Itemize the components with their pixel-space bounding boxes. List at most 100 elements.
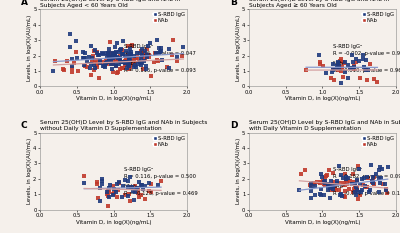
Point (146, 55, 152, 58)
Point (377, 165, 384, 169)
Point (332, 186, 338, 189)
Point (68, 57, 75, 61)
Point (90, 68, 97, 72)
Point (370, 175, 377, 179)
Point (115, 56, 121, 60)
Point (124, 60, 131, 63)
Point (116, 50, 122, 54)
Point (135, 192, 141, 195)
Point (92, 66, 98, 69)
Point (110, 70, 116, 74)
Point (351, 180, 358, 184)
Point (352, 60, 359, 63)
Point (81, 56, 88, 60)
X-axis label: Vitamin D, in log(X)(ng/mL): Vitamin D, in log(X)(ng/mL) (76, 219, 151, 225)
Point (350, 190, 356, 194)
Point (166, 67, 173, 70)
Legend: S-RBD IgG, NAb: S-RBD IgG, NAb (361, 134, 395, 148)
Point (361, 65, 367, 69)
Point (106, 190, 112, 194)
Point (132, 63, 138, 67)
Point (346, 179, 353, 183)
Point (72, 40, 79, 43)
Point (116, 182, 122, 185)
Point (94, 182, 100, 186)
Point (154, 58, 160, 62)
Point (139, 52, 145, 56)
Point (341, 194, 348, 198)
Point (134, 62, 141, 66)
Point (106, 51, 112, 54)
Point (383, 188, 389, 192)
Point (130, 189, 136, 193)
Point (322, 176, 329, 179)
Point (352, 182, 358, 186)
Point (132, 184, 138, 187)
Point (126, 53, 132, 57)
Point (296, 188, 303, 192)
Point (330, 62, 336, 66)
Text: B: B (230, 0, 237, 7)
Point (123, 60, 129, 64)
Point (329, 182, 335, 186)
Point (119, 48, 126, 51)
Point (338, 69, 344, 73)
Point (120, 60, 126, 64)
Point (338, 67, 345, 71)
Point (360, 58, 366, 61)
Point (94, 62, 100, 66)
Text: S-RBD IgGᵃ
R = 0.182, p-value = 0.099: S-RBD IgGᵃ R = 0.182, p-value = 0.099 (333, 167, 400, 179)
Point (169, 38, 176, 42)
Point (130, 60, 137, 64)
Y-axis label: Levels, in log(X)(AU/mL): Levels, in log(X)(AU/mL) (236, 15, 241, 81)
Point (98, 182, 105, 186)
Point (366, 190, 372, 194)
Point (118, 195, 125, 199)
Point (351, 187, 358, 191)
Point (325, 183, 331, 187)
Point (314, 181, 320, 184)
Point (338, 173, 345, 177)
Point (317, 192, 323, 196)
Point (145, 44, 151, 48)
Point (349, 182, 355, 186)
Text: Serum 25(OH)D Level by S-RBD IgG and NAb in Subjects
with Daily Vitamin D Supple: Serum 25(OH)D Level by S-RBD IgG and NAb… (249, 120, 400, 131)
Point (308, 181, 315, 185)
Point (88, 62, 94, 66)
Point (312, 193, 318, 197)
Point (343, 175, 349, 179)
Point (126, 54, 132, 58)
Point (330, 68, 336, 72)
Point (103, 61, 110, 65)
Point (105, 51, 111, 55)
Point (180, 46, 187, 49)
Point (335, 188, 342, 192)
Point (336, 181, 343, 185)
Point (133, 187, 140, 190)
Point (80, 50, 86, 54)
Point (123, 56, 129, 60)
Point (322, 181, 328, 185)
Point (112, 45, 118, 49)
Point (342, 183, 348, 187)
Point (113, 190, 120, 193)
Point (132, 61, 138, 65)
Point (89, 56, 96, 60)
Point (355, 164, 362, 168)
Point (354, 178, 360, 182)
Point (84, 59, 90, 63)
Point (153, 51, 159, 55)
Point (168, 54, 175, 57)
Point (340, 183, 347, 187)
Point (84, 65, 90, 69)
Point (96, 76, 102, 79)
Point (88, 73, 94, 77)
Point (90, 54, 96, 57)
Point (97, 59, 103, 63)
Y-axis label: Levels, in log(X)(AU/mL): Levels, in log(X)(AU/mL) (27, 15, 32, 81)
Point (114, 41, 120, 45)
Point (125, 60, 131, 64)
Point (331, 78, 337, 82)
Point (134, 51, 140, 55)
Point (158, 58, 165, 62)
